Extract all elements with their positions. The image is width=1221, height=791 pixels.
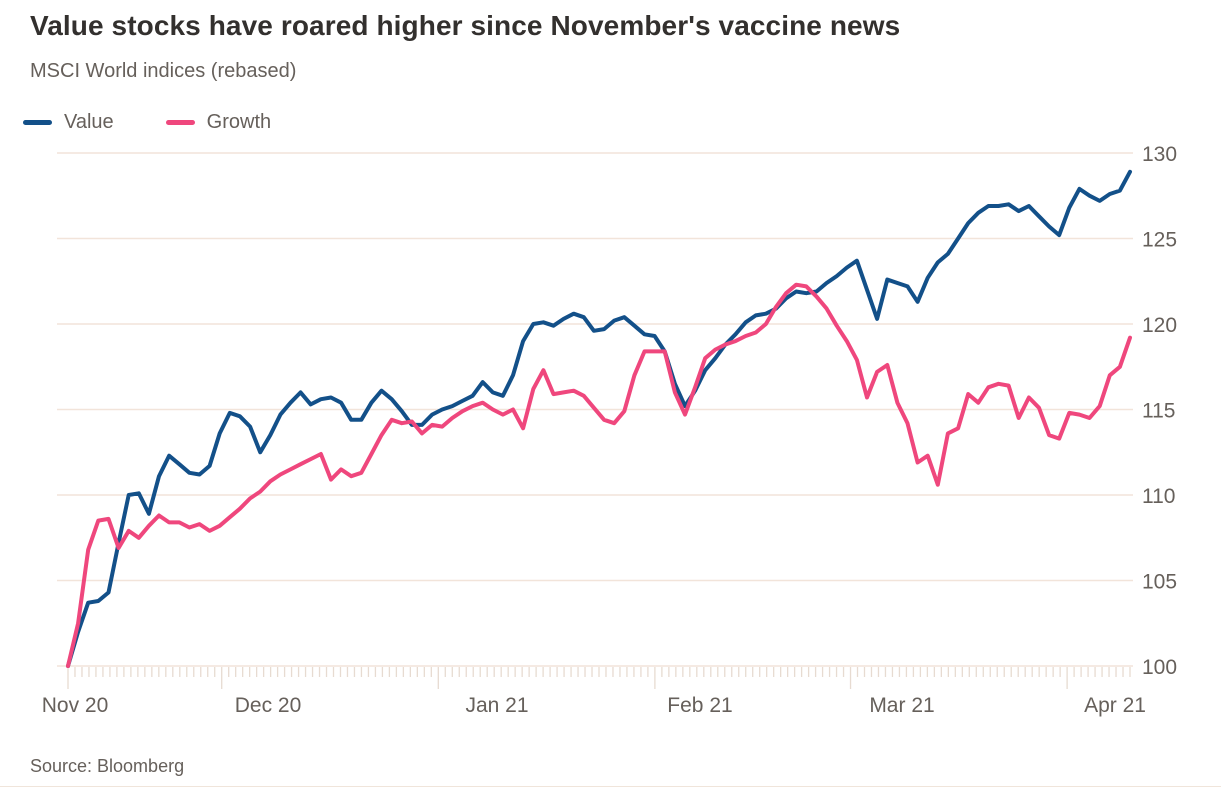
legend: Value Growth	[23, 111, 323, 134]
legend-item-growth: Growth	[165, 111, 272, 134]
value-series-swatch-icon	[23, 120, 52, 125]
x-axis-label-nov-20: Nov 20	[42, 694, 109, 717]
growth-series-swatch-icon	[165, 120, 195, 125]
x-axis-label-dec-20: Dec 20	[235, 694, 302, 717]
bottom-divider	[0, 786, 1221, 787]
y-axis-label-105: 105	[1142, 571, 1177, 594]
y-axis-label-130: 130	[1142, 143, 1177, 166]
value-series-line	[66, 169, 1132, 668]
y-axis-label-120: 120	[1142, 314, 1177, 337]
y-axis-label-100: 100	[1142, 656, 1177, 679]
growth-series-line	[66, 282, 1132, 668]
chart-subtitle: MSCI World indices (rebased)	[30, 60, 297, 82]
source-attribution: Source: Bloomberg	[30, 756, 185, 776]
legend-item-value: Value	[23, 111, 114, 134]
y-axis-label-125: 125	[1142, 229, 1177, 252]
chart-title: Value stocks have roared higher since No…	[30, 10, 901, 41]
y-axis-label-115: 115	[1142, 400, 1175, 423]
x-axis-label-feb-21: Feb 21	[667, 694, 732, 717]
legend-label-growth: Growth	[206, 111, 272, 133]
y-axis-label-110: 110	[1142, 485, 1175, 508]
legend-label-value: Value	[64, 111, 114, 133]
x-axis-label-mar-21: Mar 21	[869, 694, 934, 717]
x-axis-label-jan-21: Jan 21	[465, 694, 528, 717]
x-axis-label-apr-21: Apr 21	[1084, 694, 1146, 717]
